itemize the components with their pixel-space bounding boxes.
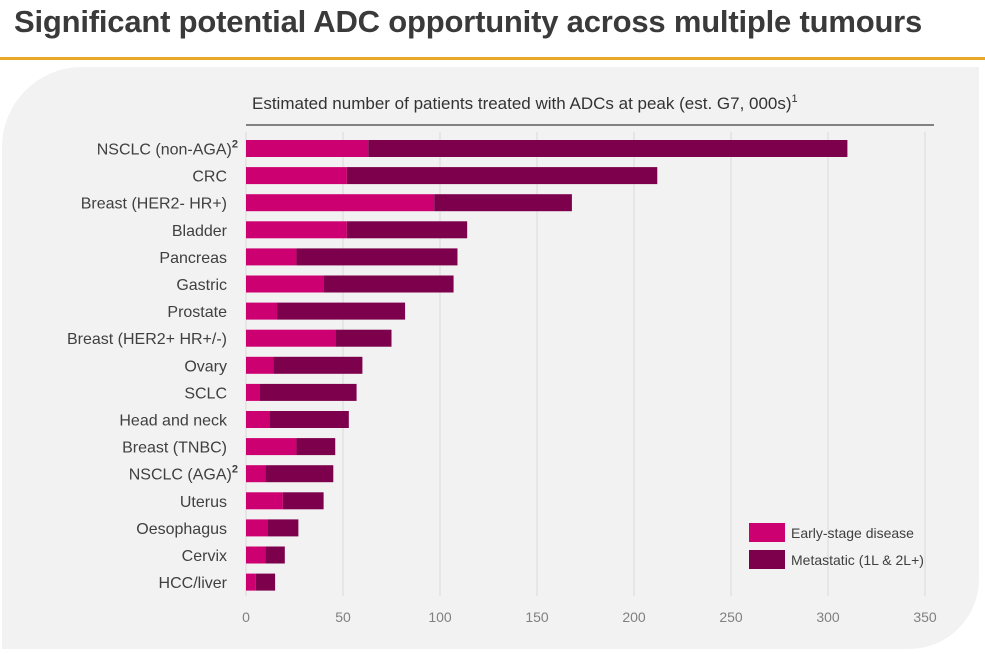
legend: Early-stage disease Metastatic (1L & 2L+) [749, 523, 924, 569]
category-label: Cervix [182, 548, 227, 565]
bar-early-stage [246, 221, 347, 239]
bar-early-stage [246, 546, 266, 564]
bar-metastatic [273, 356, 363, 374]
x-tick-label: 350 [913, 609, 937, 625]
bar-metastatic [277, 302, 406, 320]
bar-metastatic [259, 383, 357, 401]
category-label: Head and neck [119, 413, 228, 430]
bar-early-stage [246, 519, 268, 537]
bar-metastatic [335, 329, 392, 347]
bar-metastatic [434, 194, 572, 212]
x-tick-label: 250 [719, 609, 743, 625]
category-label: Gastric [176, 277, 227, 294]
category-label: Oesophagus [136, 521, 227, 538]
category-label: NSCLC (non-AGA)2 [97, 139, 238, 159]
bar-metastatic [346, 167, 658, 185]
x-tick-label: 100 [428, 609, 452, 625]
bar-early-stage [246, 356, 274, 374]
chart-title-superscript: 1 [792, 93, 798, 105]
x-tick-label: 50 [335, 609, 351, 625]
category-label: Breast (HER2+ HR+/-) [67, 331, 227, 348]
category-label: Breast (HER2- HR+) [81, 196, 227, 213]
category-label: Pancreas [159, 250, 227, 267]
bar-early-stage [246, 140, 369, 157]
bar-early-stage [246, 167, 347, 185]
page-title: Significant potential ADC opportunity ac… [14, 4, 923, 39]
bar-early-stage [246, 248, 297, 266]
x-tick-label: 200 [622, 609, 646, 625]
bar-early-stage [246, 573, 256, 591]
category-label: NSCLC (AGA)2 [129, 464, 238, 484]
bar-early-stage [246, 194, 435, 212]
category-label: Bladder [172, 223, 228, 240]
bar-metastatic [265, 546, 285, 564]
bar-early-stage [246, 411, 270, 428]
bar-early-stage [246, 302, 278, 320]
bar-early-stage [246, 465, 266, 483]
category-label: Ovary [184, 358, 227, 375]
bar-metastatic [282, 492, 324, 510]
category-labels: NSCLC (non-AGA)2 CRC Breast (HER2- HR+) Bla… [67, 139, 238, 593]
legend-label: Metastatic (1L & 2L+) [791, 552, 924, 568]
x-tick-label: 150 [525, 609, 549, 625]
x-tick-label: 0 [242, 609, 250, 625]
chart-panel [2, 67, 979, 649]
category-label: SCLC [184, 385, 227, 402]
bar-metastatic [296, 438, 336, 456]
bar-early-stage [246, 329, 336, 347]
category-label: HCC/liver [159, 575, 228, 592]
chart-title: Estimated number of patients treated wit… [252, 93, 798, 113]
legend-label: Early-stage disease [791, 525, 914, 541]
category-label: Uterus [180, 494, 227, 511]
bar-metastatic [346, 221, 468, 239]
bar-metastatic [265, 465, 334, 483]
category-label: Breast (TNBC) [122, 440, 227, 457]
bar-metastatic [267, 519, 299, 537]
category-label: CRC [192, 169, 227, 186]
x-tick-labels: 0 50 100 150 200 250 300 350 [242, 609, 937, 625]
title-underline [0, 57, 985, 60]
bar-metastatic [296, 248, 458, 266]
bar-early-stage [246, 492, 283, 510]
bar-metastatic [255, 573, 276, 591]
bar-metastatic [368, 140, 848, 157]
legend-swatch [749, 550, 785, 569]
chart-title-text: Estimated number of patients treated wit… [252, 94, 792, 113]
legend-swatch [749, 523, 785, 542]
bar-early-stage [246, 275, 324, 293]
bar-early-stage [246, 438, 297, 456]
bar-early-stage [246, 383, 260, 401]
bars [246, 140, 848, 591]
bar-metastatic [269, 411, 349, 428]
bar-metastatic [323, 275, 454, 293]
x-tick-label: 300 [816, 609, 840, 625]
category-label: Prostate [167, 304, 227, 321]
